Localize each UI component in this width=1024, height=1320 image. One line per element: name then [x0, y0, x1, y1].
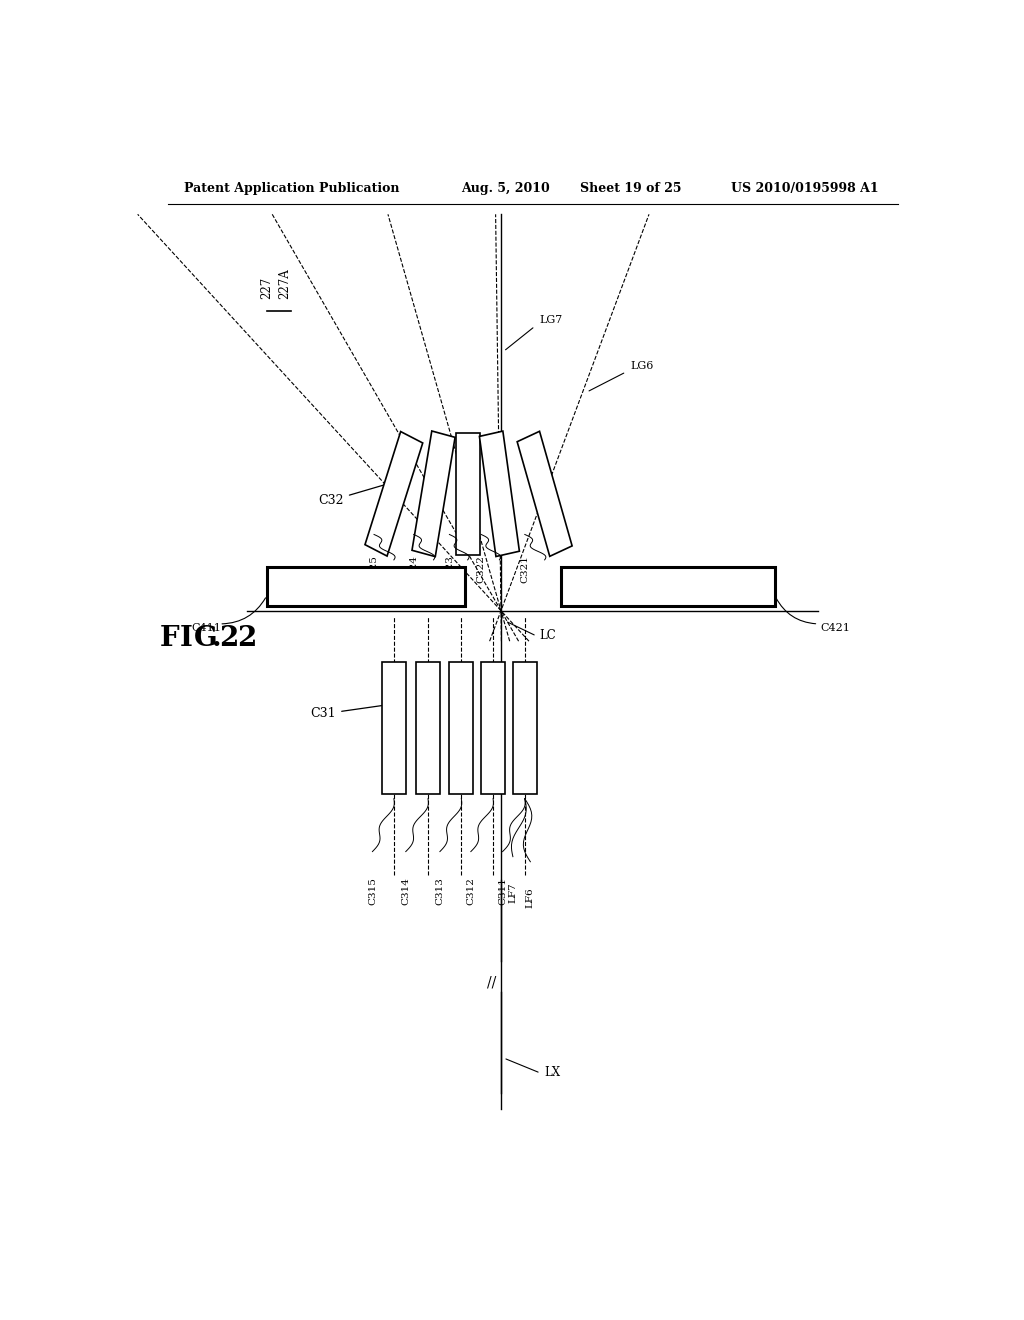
Polygon shape — [365, 432, 423, 556]
Text: .: . — [211, 626, 221, 652]
Polygon shape — [382, 661, 406, 793]
Polygon shape — [513, 661, 537, 793]
Text: //: // — [486, 975, 496, 990]
Text: C325: C325 — [370, 554, 379, 582]
Text: C314: C314 — [401, 876, 411, 906]
Text: LG6: LG6 — [630, 360, 653, 371]
Text: LG7: LG7 — [539, 315, 562, 325]
Text: F: F — [160, 626, 179, 652]
Text: C311: C311 — [498, 876, 507, 906]
Text: C322: C322 — [476, 554, 485, 582]
Polygon shape — [456, 433, 479, 554]
Text: I: I — [179, 626, 193, 652]
Text: C321: C321 — [520, 554, 529, 582]
Text: C31: C31 — [310, 701, 401, 721]
Polygon shape — [416, 661, 440, 793]
Text: Aug. 5, 2010: Aug. 5, 2010 — [461, 182, 550, 195]
Text: LF6: LF6 — [526, 887, 535, 908]
Text: LC: LC — [539, 630, 556, 642]
Text: C315: C315 — [368, 876, 377, 906]
Text: LF7: LF7 — [508, 882, 517, 903]
Text: LX: LX — [545, 1067, 561, 1080]
Text: C421: C421 — [821, 623, 851, 634]
Text: G: G — [194, 626, 218, 652]
Polygon shape — [450, 661, 473, 793]
Text: C312: C312 — [466, 876, 475, 906]
Text: C32: C32 — [318, 479, 401, 507]
Text: Sheet 19 of 25: Sheet 19 of 25 — [581, 182, 682, 195]
Text: Patent Application Publication: Patent Application Publication — [183, 182, 399, 195]
Text: 227A: 227A — [279, 268, 292, 298]
Text: 227: 227 — [260, 276, 273, 298]
Text: 2: 2 — [219, 626, 239, 652]
Polygon shape — [481, 661, 505, 793]
Bar — [267, 568, 465, 606]
Text: 2: 2 — [238, 626, 257, 652]
Polygon shape — [412, 432, 455, 557]
Bar — [560, 568, 775, 606]
Text: C324: C324 — [410, 554, 418, 582]
Polygon shape — [517, 432, 572, 556]
Text: US 2010/0195998 A1: US 2010/0195998 A1 — [731, 182, 879, 195]
Text: C323: C323 — [444, 554, 454, 582]
Text: C313: C313 — [435, 876, 444, 906]
Polygon shape — [479, 432, 519, 557]
Text: C411: C411 — [191, 623, 221, 634]
